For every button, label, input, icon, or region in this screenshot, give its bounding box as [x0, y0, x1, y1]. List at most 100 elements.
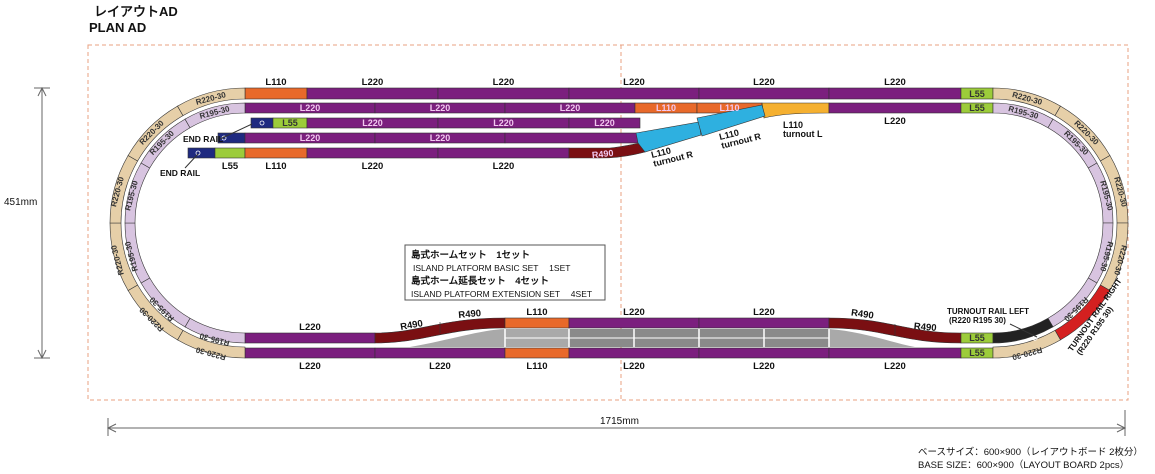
- bottom-inner-track-piece: [698, 317, 830, 329]
- end-rail-leader-1: [219, 123, 253, 140]
- top-inner-track-piece: [828, 102, 962, 114]
- top-inner-track-label: L220: [884, 116, 906, 127]
- bottom-inner-track-label: L110: [526, 307, 547, 318]
- siding-1-track-label: L220: [493, 118, 514, 128]
- siding-1-track-label: L55: [282, 118, 298, 128]
- end-rail-leader-2: [184, 153, 199, 169]
- height-label: 451mm: [4, 197, 37, 208]
- bottom-outer-track-piece: [828, 347, 962, 359]
- top-inner-track-label: L220: [300, 103, 321, 113]
- top-inner-track-label: L220: [560, 103, 581, 113]
- layout-board-outline: [87, 44, 1129, 401]
- width-dimension: [106, 410, 1127, 436]
- title-en: PLAN AD: [89, 20, 146, 35]
- bottom-inner-track-piece: [504, 317, 570, 329]
- turnout-r-piece: [635, 121, 702, 153]
- bottom-inner-track-piece: [244, 332, 376, 344]
- siding-3-track-label: L220: [493, 161, 515, 172]
- turnout-l-label-2: turnout L: [783, 129, 823, 139]
- siding-1-track-piece: [568, 117, 641, 129]
- bottom-outer-track-piece: [244, 347, 376, 359]
- turnout-l-piece: [761, 102, 830, 119]
- siding-3-track-piece: [214, 147, 246, 159]
- siding-2-track-piece: [504, 132, 641, 144]
- track-pieces: [109, 87, 1129, 359]
- turnout-rail-left-label: TURNOUT RAIL LEFT: [947, 307, 1029, 316]
- base-size-en: BASE SIZE：600×900（LAYOUT BOARD 2pcs）: [918, 459, 1129, 471]
- turnout-r-piece: [696, 104, 766, 137]
- bottom-inner-track-label: L220: [753, 307, 775, 318]
- top-outer-track-label: L55: [969, 89, 985, 99]
- turnout-rail-left-spec: (R220 R195 30): [949, 316, 1006, 325]
- top-outer-track-label: L220: [884, 77, 906, 88]
- siding-1-track-label: L220: [362, 118, 383, 128]
- top-outer-track-piece: [306, 87, 439, 100]
- bottom-inner-track-label: R490: [913, 321, 937, 334]
- bottom-outer-track-piece: [374, 347, 506, 359]
- bottom-inner-track-label: R490: [850, 307, 874, 321]
- siding-2-track-label: L220: [430, 133, 451, 143]
- top-outer-track-piece: [698, 87, 830, 100]
- top-outer-track-label: L220: [493, 77, 515, 88]
- siding-3-track-label: L110: [265, 161, 286, 172]
- platform-ext-jp: 島式ホーム延長セット 4セット: [411, 275, 549, 287]
- bottom-inner-track-label: L55: [969, 333, 985, 343]
- siding-3-track-piece: [437, 147, 570, 159]
- bottom-outer-track-label: L220: [884, 361, 906, 372]
- siding-3-track-label: L220: [362, 161, 384, 172]
- bottom-outer-track-piece: [504, 347, 570, 359]
- platform-ext-en: ISLAND PLATFORM EXTENSION SET 4SET: [411, 289, 592, 299]
- siding-1-track-label: L220: [594, 118, 615, 128]
- base-size-jp: ベースサイズ：600×900（レイアウトボード 2枚分）: [918, 446, 1143, 458]
- turnout-l-label: L110: [783, 120, 803, 130]
- bottom-inner-track-label: L220: [299, 322, 321, 333]
- bottom-outer-track-label: L220: [753, 361, 775, 372]
- platform-basic-en: ISLAND PLATFORM BASIC SET 1SET: [413, 263, 570, 273]
- curve-r220-piece: [177, 87, 246, 117]
- bottom-inner-track-piece: [568, 317, 700, 329]
- title-jp: レイアウトAD: [94, 4, 178, 19]
- top-inner-track-label: L55: [969, 103, 985, 113]
- curve-r195-piece: [184, 102, 246, 129]
- siding-3-track-label: R490: [591, 148, 613, 160]
- curve-r220-piece: [992, 329, 1061, 359]
- bottom-outer-track-label: L220: [623, 361, 645, 372]
- top-inner-track-label: L110: [719, 103, 739, 113]
- bottom-outer-track-piece: [698, 347, 830, 359]
- top-outer-track-label: L220: [362, 77, 384, 88]
- top-outer-track-label: L220: [753, 77, 775, 88]
- siding-3-track-piece: [187, 147, 216, 159]
- top-outer-track-piece: [828, 87, 962, 100]
- top-outer-track-label: L220: [623, 77, 645, 88]
- top-outer-track-piece: [437, 87, 570, 100]
- bottom-outer-track-label: L110: [526, 361, 547, 372]
- turnout-r-label-a: L110: [718, 127, 740, 142]
- top-outer-track-label: L110: [265, 77, 286, 88]
- bottom-outer-track-label: L55: [969, 348, 985, 358]
- turnout-r-label-b: L110: [650, 145, 672, 160]
- end-rail-bumper-icon: [259, 120, 265, 126]
- width-label: 1715mm: [600, 416, 639, 427]
- top-inner-track-label: L110: [656, 103, 676, 113]
- bottom-inner-track-label: R490: [458, 308, 482, 321]
- end-rail-label-2: END RAIL: [160, 168, 200, 178]
- bottom-inner-track-label: L220: [623, 307, 645, 318]
- bottom-outer-track-label: L220: [299, 361, 321, 372]
- top-outer-track-piece: [244, 87, 308, 100]
- siding-3-track-piece: [244, 147, 308, 159]
- siding-3-track-label: L55: [222, 161, 239, 172]
- bottom-outer-track-label: L220: [429, 361, 451, 372]
- platform-info-box: 島式ホームセット 1セット ISLAND PLATFORM BASIC SET …: [404, 244, 606, 301]
- platform-basic-jp: 島式ホームセット 1セット: [411, 249, 530, 261]
- height-dimension: [34, 86, 50, 360]
- siding-2-track-label: L220: [300, 133, 321, 143]
- top-inner-track-label: L220: [430, 103, 451, 113]
- end-rail-bumper-icon: [195, 150, 201, 156]
- bottom-inner-track-label: R490: [399, 318, 423, 333]
- siding-3-track-piece: [306, 147, 439, 159]
- turnout-rail-left-leader: [1009, 323, 1038, 338]
- bottom-outer-track-piece: [568, 347, 700, 359]
- siding-1-track-piece: [250, 117, 274, 129]
- end-rail-label-1: END RAIL: [183, 134, 223, 144]
